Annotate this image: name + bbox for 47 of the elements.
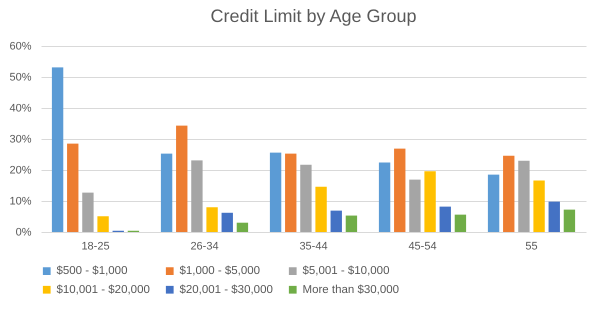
y-tick-label: 0% [16, 226, 32, 238]
bar [518, 160, 530, 232]
bar [440, 206, 451, 232]
bar [97, 216, 109, 232]
bar [378, 162, 390, 232]
legend-label: $20,001 - $30,000 [180, 284, 273, 296]
bar [160, 154, 172, 232]
bar [548, 202, 560, 232]
bar [52, 67, 64, 232]
legend-label: $500 - $1,000 [56, 265, 128, 278]
bar [236, 222, 248, 232]
y-tick-label: 60% [9, 40, 32, 52]
y-tick-label: 40% [9, 102, 32, 114]
bar [454, 214, 466, 232]
bar [346, 216, 358, 232]
bar [82, 192, 94, 232]
legend-label: More than $30,000 [302, 284, 400, 296]
bar [300, 164, 312, 232]
bar [394, 148, 406, 232]
bar [176, 126, 188, 232]
bar [330, 210, 342, 232]
x-tick-label: 18-25 [81, 240, 110, 252]
x-tick-label: 45-54 [408, 240, 437, 252]
x-tick-label: 55 [525, 240, 538, 252]
y-tick-label: 50% [9, 72, 32, 84]
chart-title: Credit Limit by Age Group [210, 6, 417, 26]
bar [503, 156, 514, 232]
bar [285, 154, 296, 232]
bar [270, 152, 282, 232]
legend-label: $5,001 - $10,000 [302, 265, 390, 278]
y-tick-label: 20% [9, 164, 32, 176]
bar [191, 160, 203, 232]
bar [206, 207, 218, 232]
y-tick-label: 10% [9, 196, 32, 208]
x-tick-label: 26-34 [190, 240, 219, 252]
bar [488, 174, 500, 232]
x-tick-label: 35-44 [299, 240, 328, 252]
bar [409, 180, 421, 232]
bar [564, 210, 576, 232]
bar [533, 180, 545, 232]
bar [424, 171, 436, 232]
bar [222, 212, 233, 232]
bar [315, 186, 327, 232]
y-tick-label: 30% [9, 134, 32, 146]
legend-label: $1,000 - $5,000 [180, 265, 260, 278]
bar [67, 144, 78, 232]
legend-label: $10,001 - $20,000 [56, 284, 150, 296]
